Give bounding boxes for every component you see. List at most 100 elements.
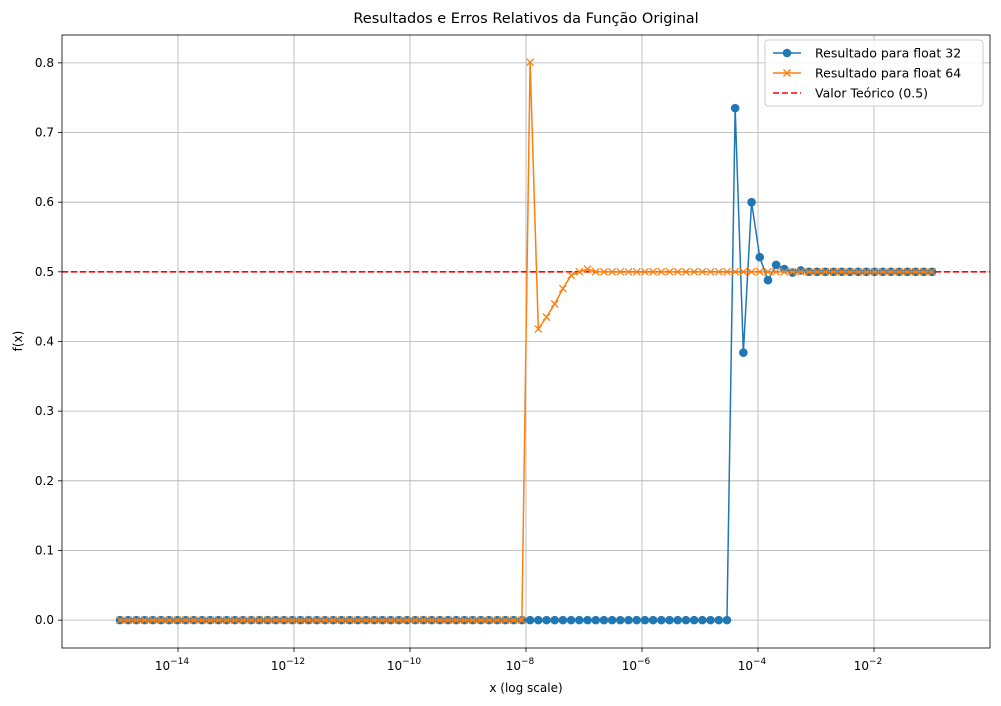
- data-point: [608, 267, 617, 276]
- data-point: [329, 616, 338, 625]
- data-point: [706, 267, 715, 276]
- data-point: [689, 615, 699, 625]
- data-point: [534, 325, 543, 333]
- series-line: [120, 62, 932, 621]
- data-point: [370, 616, 379, 625]
- data-point: [198, 616, 206, 625]
- data-point: [657, 267, 666, 276]
- data-point: [854, 267, 863, 276]
- x-tick-label: 10−10: [387, 657, 422, 673]
- data-point: [140, 616, 149, 625]
- data-point: [222, 616, 231, 625]
- data-point: [837, 267, 846, 276]
- data-point: [648, 615, 658, 625]
- data-point: [739, 267, 748, 276]
- data-point: [452, 616, 461, 625]
- data-point: [763, 267, 772, 276]
- data-point: [239, 616, 247, 625]
- data-point: [681, 267, 690, 276]
- x-tick-label: 10−12: [271, 657, 305, 673]
- data-point: [550, 615, 560, 625]
- data-point: [247, 616, 256, 625]
- data-point: [566, 615, 576, 625]
- data-point: [714, 615, 724, 625]
- legend-entry: Valor Teórico (0.5): [773, 86, 928, 101]
- data-point: [124, 616, 133, 625]
- data-point: [575, 615, 584, 625]
- data-point: [460, 616, 469, 625]
- x-axis-ticks: 10−14 10−12 10−10 10−8 10−6 10−4 10−2: [155, 648, 882, 673]
- data-point: [673, 615, 683, 625]
- x-tick-label: 10−2: [854, 657, 883, 673]
- data-point: [747, 197, 756, 207]
- y-tick-label: 0.8: [35, 56, 54, 70]
- y-tick-label: 0.4: [35, 335, 54, 349]
- data-point: [919, 267, 928, 276]
- series-2: [116, 58, 936, 625]
- data-point: [337, 616, 346, 625]
- legend-box: [764, 39, 984, 107]
- data-point: [165, 616, 174, 625]
- y-axis-ticks: 0.0 0.1 0.2 0.3 0.4 0.5 0.6 0.7 0.8: [35, 56, 62, 627]
- data-point: [616, 615, 625, 625]
- data-point: [796, 266, 806, 275]
- data-point: [755, 252, 765, 262]
- y-tick-label: 0.3: [35, 404, 54, 418]
- data-point: [476, 616, 485, 625]
- data-point: [419, 616, 428, 625]
- series-layer: [115, 58, 937, 625]
- data-point: [640, 615, 650, 625]
- data-point: [599, 267, 608, 276]
- data-point: [788, 267, 797, 276]
- x-tick-label: 10−8: [506, 657, 535, 673]
- data-point: [509, 616, 518, 625]
- data-point: [403, 616, 412, 625]
- data-point: [567, 271, 576, 280]
- data-point: [813, 267, 822, 276]
- data-point: [591, 615, 601, 625]
- data-point: [525, 615, 535, 625]
- data-point: [928, 267, 936, 276]
- data-point: [116, 616, 124, 625]
- data-point: [230, 616, 239, 625]
- data-point: [887, 267, 895, 276]
- data-point: [771, 260, 781, 270]
- data-point: [730, 103, 740, 113]
- data-point: [280, 616, 289, 625]
- data-point: [665, 615, 674, 625]
- data-point: [378, 616, 387, 625]
- data-point: [903, 267, 912, 276]
- data-point: [517, 616, 526, 625]
- data-point: [263, 616, 272, 625]
- data-point: [485, 616, 494, 625]
- y-tick-label: 0.1: [35, 543, 54, 557]
- y-tick-label: 0.2: [35, 474, 54, 488]
- data-point: [649, 267, 658, 276]
- data-point: [353, 616, 362, 625]
- data-point: [558, 284, 567, 293]
- data-point: [288, 616, 297, 625]
- data-point: [846, 267, 854, 276]
- data-point: [296, 616, 305, 625]
- data-point: [673, 267, 682, 276]
- data-point: [583, 615, 592, 625]
- data-point: [132, 616, 141, 625]
- data-point: [526, 58, 535, 67]
- data-point: [722, 267, 731, 276]
- legend-entry: Resultado para float 64: [773, 66, 961, 81]
- data-point: [870, 267, 879, 276]
- chart-title: Resultados e Erros Relativos da Função O…: [353, 11, 698, 27]
- data-point: [542, 615, 551, 625]
- data-point: [599, 615, 609, 625]
- data-point: [722, 615, 732, 625]
- data-point: [534, 615, 543, 625]
- data-point: [173, 616, 182, 625]
- data-point: [772, 267, 781, 276]
- data-point: [780, 267, 789, 276]
- data-point: [805, 267, 813, 276]
- data-point: [862, 267, 871, 276]
- data-point: [763, 275, 773, 285]
- data-point: [895, 267, 904, 276]
- legend-label: Valor Teórico (0.5): [815, 86, 928, 101]
